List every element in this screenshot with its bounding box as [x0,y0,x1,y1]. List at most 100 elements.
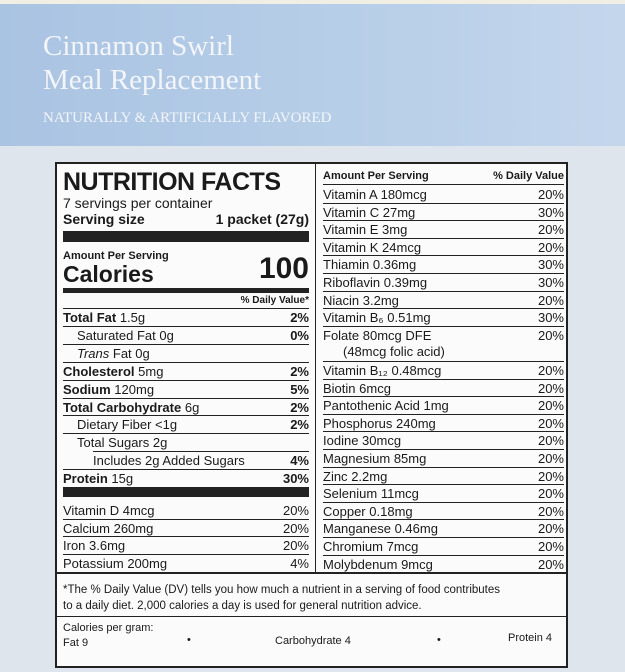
daily-value: 20% [537,327,564,343]
nutrient-amount: 7mcg [386,539,419,554]
rule [323,537,564,538]
rule [323,378,564,380]
row: Molybdenum 9mcg [323,557,433,573]
row: Vitamin E 3mg [323,222,407,238]
daily-value: 30% [537,257,564,273]
rule [63,415,309,417]
daily-value: 20% [537,187,564,202]
nutrient-name: Thiamin [323,257,370,273]
row: Folate 80mcg DFE [323,328,431,344]
rule [323,501,564,503]
nutrient-amount: 85mg [393,451,427,466]
nutrient-name: Trans [77,345,110,361]
nutrient-amount: 3mg [382,222,408,238]
rule [323,184,564,185]
row: Vitamin A 180mcg [323,187,427,203]
nutrient-amount: <1g [155,417,178,433]
nutrient-name: Magnesium [323,451,391,466]
daily-value: 5% [290,381,309,397]
nutrient-name: Vitamin E [323,222,379,238]
nutrient-amount: 200mg [127,555,168,571]
row: Vitamin C 27mg [323,205,415,221]
nutrient-amount: 2g [152,435,168,451]
nutrient-amount: 11mcg [380,486,419,502]
nutrient-name: Manganese [323,521,391,537]
rule [63,536,309,538]
nutrient-name: Calcium [63,520,110,536]
nutrient-amount: 80mcg DFE [362,327,432,343]
rule [63,361,309,363]
row: Total Sugars 2g [77,435,167,451]
nutrient-name: Total Sugars [77,435,150,451]
row: Selenium 11mcg [323,486,419,502]
nutrient-amount: 3.6mg [89,538,126,554]
rule [63,397,309,399]
nutrient-name: Zinc [323,468,348,484]
nutrient-name: Iron [63,538,86,554]
daily-value: 2% [290,310,309,325]
row: Niacin 3.2mg [323,293,399,309]
rule [63,518,309,520]
nutrient-amount: 4mcg [122,503,155,518]
rule [323,396,564,398]
row: Magnesium 85mg [323,451,426,467]
nutrient-amount: 0.51mg [387,310,431,326]
row: Vitamin D 4mcg [63,503,155,519]
rule [323,255,564,257]
row: Phosphorus 240mg [323,416,436,432]
nutrient-name: Biotin [323,380,356,396]
header-band: Cinnamon Swirl Meal Replacement NATURALL… [0,0,625,146]
nutrient-amount: 0.36mg [372,257,417,273]
fat-per-gram: Fat 9 [63,637,89,649]
rule [323,413,564,415]
row: Saturated Fat 0g [77,328,174,344]
daily-value: 2% [290,363,309,379]
nutrient-note: (48mcg folic acid) [343,344,445,360]
bullet: • [437,634,441,646]
nutrient-amount: 1mg [423,398,449,414]
row: Protein 15g [63,471,133,487]
row: Vitamin K 24mcg [323,240,421,256]
servings: 7 servings per container [63,195,213,211]
daily-value: 20% [537,292,564,308]
row: Riboflavin 0.39mg [323,275,427,291]
rule [63,469,309,471]
daily-value: 20% [282,503,309,518]
nutrient-name: Chromium [323,539,383,554]
title-line: Meal Replacement [43,64,262,96]
daily-value: 20% [537,239,564,255]
rule [63,433,309,435]
row: Vitamin B₆ 0.51mg [323,310,431,326]
daily-value: 4% [290,555,309,571]
daily-value: 20% [282,520,309,536]
nutrient-amount: 0g [159,327,174,343]
nutrient-amount: 15g [111,471,134,487]
calories-value: 100 [258,252,309,285]
row: Dietary Fiber <1g [77,417,177,433]
daily-value: 20% [537,380,564,396]
daily-value: 20% [537,503,564,519]
nutrient-amount: 180mcg [380,187,427,202]
nutrient-name: Total Fat [63,310,117,325]
row: Iron 3.6mg [63,538,125,554]
rule [323,290,564,292]
row: Calcium 260mg [63,521,153,537]
row: Zinc 2.2mg [323,469,387,485]
nutrient-name: Selenium [323,486,378,502]
row: Potassium 200mg [63,556,167,572]
dv-header: % Daily Value* [240,295,309,306]
nutrient-name: Saturated Fat [77,327,156,343]
rule [323,202,564,204]
nutrient-name: Vitamin C [323,204,380,220]
daily-value: 4% [290,453,309,469]
rule [315,164,316,572]
serving-size-label: Serving size [63,211,145,227]
daily-value: 0% [290,327,309,343]
nutrient-name: Copper [323,503,366,519]
nutrient-amount: 6mcg [359,380,391,396]
daily-value: 30% [537,204,564,220]
nutrient-name: Potassium [63,555,124,571]
row: Total Carbohydrate 6g [63,400,199,416]
nutrient-amount: 120mg [114,381,155,397]
